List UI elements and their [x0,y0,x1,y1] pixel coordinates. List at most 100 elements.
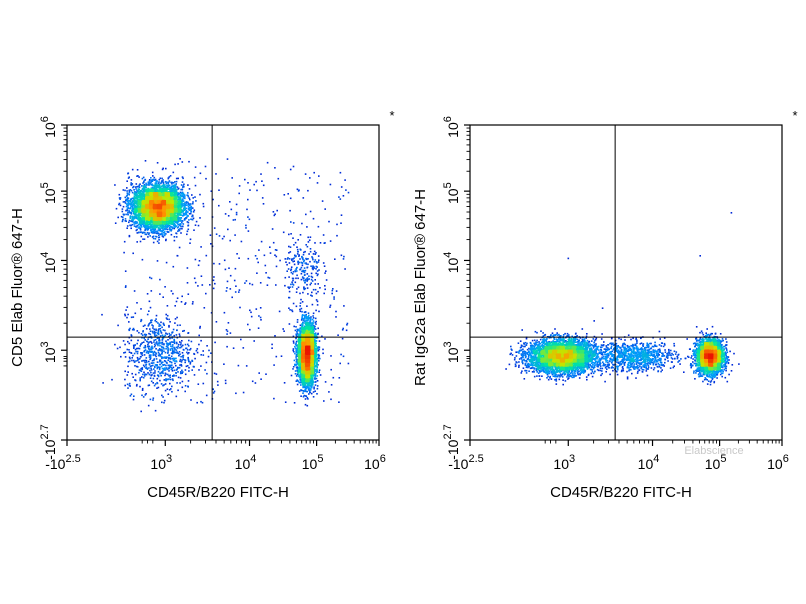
event-dot [127,306,129,308]
event-dot [129,343,131,345]
event-dot [217,381,219,383]
event-dot [291,375,293,377]
event-dot [129,385,131,387]
event-dot [309,239,311,241]
event-dot [256,272,258,274]
event-dot [168,368,170,370]
event-dot [198,383,200,385]
event-dot [258,315,260,317]
event-dot [160,373,162,375]
event-dot [307,273,309,275]
event-dot [310,265,312,267]
event-dot [169,376,171,378]
event-dot [310,389,312,391]
event-dot [258,327,260,329]
event-dot [305,311,307,313]
event-dot [206,373,208,375]
event-dot [316,369,318,371]
event-dot [165,334,167,336]
event-dot [145,183,147,185]
event-dot [159,340,161,342]
event-dot [188,219,190,221]
event-dot [181,361,183,363]
event-dot [150,307,152,309]
event-dot [155,318,157,320]
event-dot [199,327,201,329]
event-dot [315,283,317,285]
event-dot [318,261,320,263]
event-dot [333,298,335,300]
event-dot [303,318,305,320]
event-dot [176,342,178,344]
event-dot [296,354,298,356]
event-dot [200,401,202,403]
event-dot [135,374,137,376]
event-dot [246,280,248,282]
event-dot [202,402,204,404]
event-dot [304,387,306,389]
event-dot [307,293,309,295]
event-dot [296,270,298,272]
event-dot [138,348,140,350]
event-dot [332,288,334,290]
event-dot [176,396,178,398]
event-dot [137,357,139,359]
event-dot [231,177,233,179]
event-dot [115,222,117,224]
event-dot [253,184,255,186]
event-dot [120,356,122,358]
event-dot [289,258,291,260]
event-dot [159,368,161,370]
event-dot [307,190,309,192]
event-dot [170,182,172,184]
event-dot [317,385,319,387]
event-dot [308,253,310,255]
event-dot [294,364,296,366]
event-dot [292,368,294,370]
event-dot [162,364,164,366]
event-dot [290,198,292,200]
event-dot [150,368,152,370]
event-dot [260,317,262,319]
event-dot [201,275,203,277]
event-dot [165,378,167,380]
event-dot [164,229,166,231]
event-dot [136,175,138,177]
event-dot [124,190,126,192]
event-dot [171,386,173,388]
event-dot [162,179,164,181]
event-dot [306,391,308,393]
event-dot [139,386,141,388]
event-dot [290,246,292,248]
event-dot [315,289,317,291]
event-dot [322,349,324,351]
event-dot [273,242,275,244]
event-dot [230,275,232,277]
event-dot [273,211,275,213]
event-dot [226,287,228,289]
event-dot [127,341,129,343]
event-dot [172,293,174,295]
event-dot [144,185,146,187]
event-dot [170,379,172,381]
event-dot [189,199,191,201]
event-dot [295,343,297,345]
event-dot [298,287,300,289]
event-dot [313,253,315,255]
event-dot [330,399,332,401]
event-dot [318,255,320,257]
event-dot [308,278,310,280]
event-dot [136,343,138,345]
event-dot [182,186,184,188]
event-dot [324,242,326,244]
event-dot [161,352,163,354]
event-dot [164,364,166,366]
event-dot [165,383,167,385]
event-dot [142,182,144,184]
event-dot [315,329,317,331]
event-dot [179,194,181,196]
event-dot [184,391,186,393]
event-dot [274,213,276,215]
event-dot [169,374,171,376]
event-dot [156,236,158,238]
